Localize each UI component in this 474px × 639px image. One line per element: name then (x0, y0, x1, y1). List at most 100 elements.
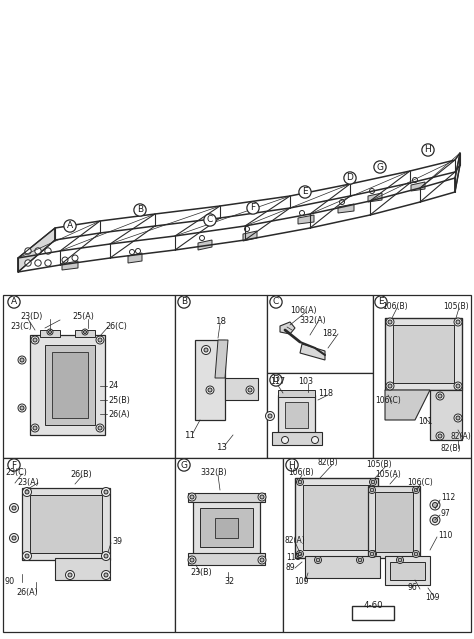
Bar (267, 295, 373, 373)
Circle shape (356, 557, 364, 564)
Circle shape (208, 388, 212, 392)
Text: 332(B): 332(B) (200, 468, 227, 477)
Polygon shape (243, 231, 257, 241)
Circle shape (388, 384, 392, 388)
Polygon shape (200, 508, 253, 547)
Text: C: C (273, 298, 279, 307)
Polygon shape (188, 493, 265, 502)
Text: 89: 89 (286, 564, 296, 573)
Polygon shape (278, 390, 315, 397)
Circle shape (368, 551, 375, 557)
Text: 109: 109 (294, 578, 309, 587)
Polygon shape (18, 228, 55, 272)
Circle shape (190, 558, 194, 562)
Circle shape (298, 552, 302, 556)
Circle shape (22, 488, 31, 497)
Circle shape (454, 414, 462, 422)
Text: 106(C): 106(C) (407, 477, 433, 486)
Polygon shape (368, 486, 420, 558)
Polygon shape (430, 390, 462, 440)
Circle shape (62, 257, 68, 263)
Text: H: H (425, 146, 431, 155)
Text: F: F (250, 203, 255, 213)
Polygon shape (193, 500, 260, 555)
Polygon shape (225, 378, 258, 400)
Text: 109: 109 (425, 594, 439, 603)
Text: 82(A): 82(A) (451, 431, 472, 440)
Circle shape (20, 358, 24, 362)
Polygon shape (375, 492, 413, 552)
Polygon shape (215, 518, 238, 538)
Circle shape (245, 226, 249, 231)
Circle shape (432, 502, 438, 507)
Text: 4-60: 4-60 (363, 601, 383, 610)
Circle shape (204, 348, 208, 352)
Text: 105(A): 105(A) (375, 470, 401, 479)
Circle shape (432, 518, 438, 523)
Text: 90: 90 (5, 578, 15, 587)
Bar (175, 458, 283, 632)
Text: 23(A): 23(A) (17, 477, 39, 486)
Circle shape (412, 178, 418, 183)
Text: 110: 110 (438, 530, 452, 539)
Text: 26(C): 26(C) (105, 321, 127, 330)
Polygon shape (215, 340, 228, 378)
Text: 25(A): 25(A) (72, 312, 94, 321)
Text: 97: 97 (441, 509, 451, 518)
Circle shape (396, 557, 403, 564)
Circle shape (31, 336, 39, 344)
Circle shape (33, 426, 37, 430)
Circle shape (298, 480, 302, 484)
Text: 32: 32 (224, 578, 234, 587)
Circle shape (22, 551, 31, 560)
Circle shape (315, 557, 321, 564)
Text: H: H (289, 461, 295, 470)
Circle shape (388, 320, 392, 324)
Text: 23(C): 23(C) (5, 468, 27, 477)
Text: 112: 112 (441, 493, 455, 502)
Circle shape (282, 436, 289, 443)
Polygon shape (30, 335, 105, 435)
Text: 26(B): 26(B) (70, 470, 92, 479)
Circle shape (47, 329, 53, 335)
Circle shape (436, 432, 444, 440)
Circle shape (258, 493, 266, 501)
Polygon shape (198, 240, 212, 250)
Circle shape (412, 486, 419, 493)
Polygon shape (385, 390, 430, 420)
Circle shape (414, 488, 418, 492)
Circle shape (370, 552, 374, 556)
Circle shape (454, 318, 462, 326)
Circle shape (311, 436, 319, 443)
Circle shape (20, 406, 24, 410)
Circle shape (35, 260, 41, 266)
Circle shape (83, 330, 86, 334)
Circle shape (188, 556, 196, 564)
Text: 103: 103 (298, 378, 313, 387)
Polygon shape (338, 204, 354, 213)
Circle shape (25, 554, 29, 558)
Circle shape (188, 493, 196, 501)
Text: 105(B): 105(B) (366, 459, 392, 468)
Circle shape (104, 573, 108, 577)
Text: 96: 96 (408, 583, 418, 592)
Text: 23(C): 23(C) (10, 323, 32, 332)
Text: 82(B): 82(B) (441, 443, 462, 452)
Polygon shape (393, 325, 454, 383)
Circle shape (456, 384, 460, 388)
Text: B: B (137, 206, 143, 215)
Polygon shape (75, 330, 95, 337)
Circle shape (9, 504, 18, 512)
Polygon shape (411, 182, 425, 191)
Circle shape (258, 556, 266, 564)
Circle shape (386, 318, 394, 326)
Circle shape (45, 260, 51, 266)
Circle shape (438, 394, 442, 398)
Polygon shape (280, 322, 295, 334)
Text: E: E (378, 298, 384, 307)
Text: D: D (273, 376, 280, 385)
Polygon shape (55, 558, 110, 580)
Text: 106(B): 106(B) (288, 468, 314, 477)
Circle shape (35, 248, 41, 254)
Circle shape (200, 236, 204, 240)
